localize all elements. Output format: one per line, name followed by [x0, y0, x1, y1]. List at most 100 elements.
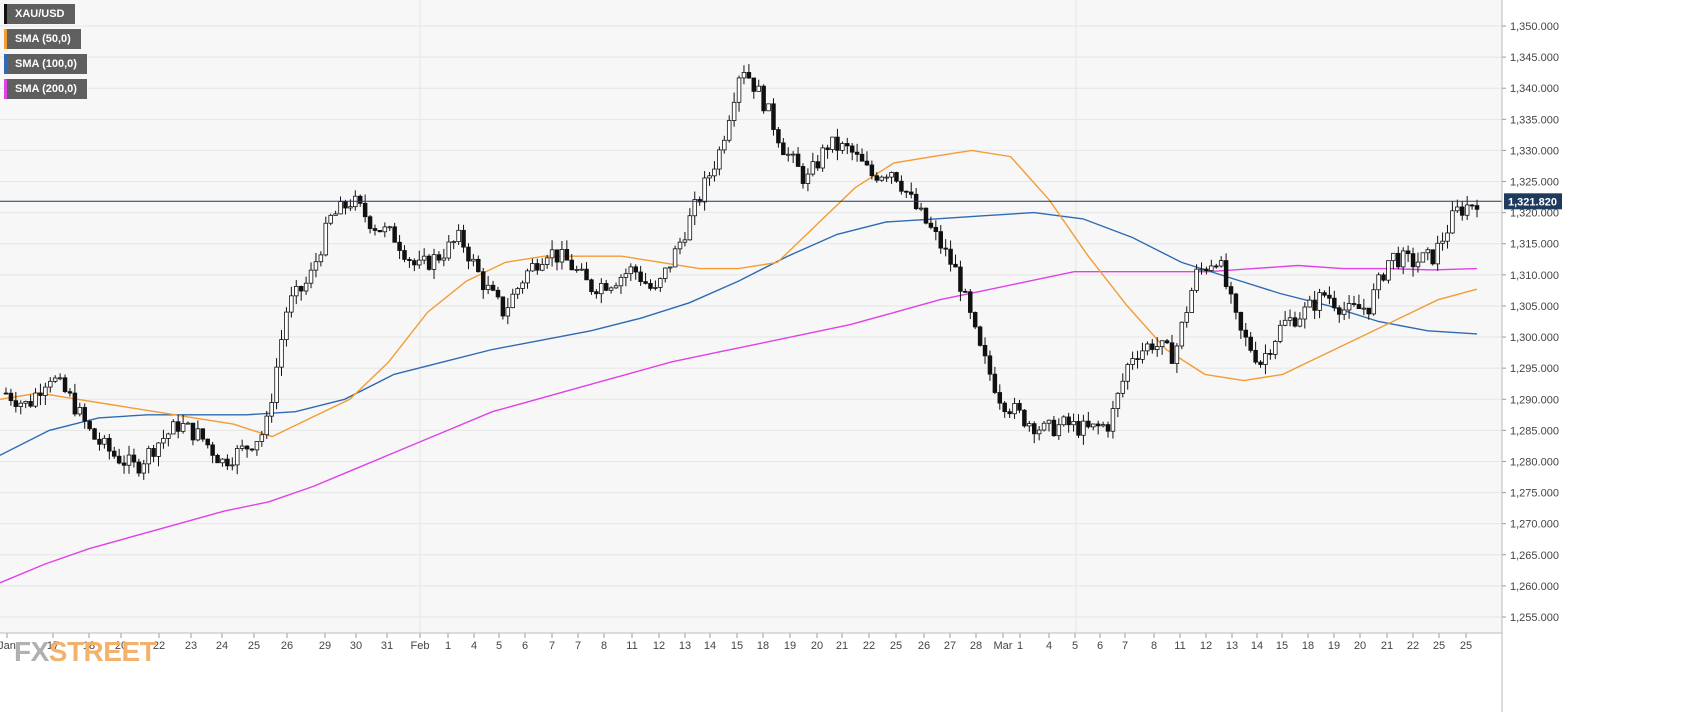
candle-bear — [603, 283, 609, 291]
candle-bull — [1110, 408, 1116, 432]
candle-bear — [948, 248, 953, 265]
x-tick-label: 20 — [115, 640, 127, 652]
legend-item-sma50[interactable]: SMA (50,0) — [4, 29, 81, 49]
legend-label: SMA (50,0) — [15, 33, 71, 45]
x-tick-label: 25 — [1433, 640, 1445, 652]
candle-bear — [495, 289, 501, 298]
candle-bull — [1125, 364, 1130, 382]
x-tick-label: 12 — [1200, 640, 1212, 652]
candle-bear — [372, 228, 378, 231]
candle-bull — [540, 264, 545, 271]
candle-bear — [564, 249, 570, 261]
candle-bull — [387, 226, 392, 229]
candle-bear — [864, 160, 870, 166]
candle-bear — [1474, 205, 1480, 210]
candle-bear — [697, 199, 702, 203]
candle-bear — [461, 229, 466, 248]
candle-bull — [52, 377, 58, 382]
candle-bull — [77, 407, 83, 415]
candle-bear — [392, 226, 397, 243]
candle-bull — [254, 441, 260, 451]
candle-bull — [1218, 260, 1224, 267]
x-tick-label: Mar — [994, 640, 1013, 652]
x-tick-label: 28 — [970, 640, 982, 652]
x-tick-label: 20 — [811, 640, 823, 652]
candle-bull — [1346, 303, 1352, 311]
candle-bear — [190, 422, 196, 441]
candle-bear — [97, 438, 102, 445]
candle-bull — [1036, 429, 1042, 435]
x-tick-label: 26 — [281, 640, 293, 652]
candle-bear — [210, 444, 215, 456]
candle-bear — [1238, 311, 1244, 331]
candle-bull — [1130, 358, 1135, 365]
candle-bull — [1376, 274, 1381, 291]
candle-bear — [490, 284, 496, 291]
x-tick-label: Feb — [411, 640, 430, 652]
candle-bull — [421, 255, 427, 261]
candle-bull — [485, 284, 491, 291]
candle-bull — [766, 103, 771, 112]
legend-item-sma200[interactable]: SMA (200,0) — [4, 79, 87, 99]
y-tick-label: 1,270.000 — [1510, 519, 1559, 531]
legend-item-xauusd[interactable]: XAU/USD — [4, 4, 75, 24]
candle-bull — [1081, 420, 1086, 436]
candle-bull — [687, 215, 693, 241]
candle-bear — [426, 255, 432, 270]
candle-bear — [795, 153, 801, 167]
candle-bull — [230, 464, 235, 467]
candle-bull — [234, 448, 240, 466]
fxstreet-logo: FXSTREET — [14, 638, 157, 666]
candle-bear — [943, 247, 948, 250]
candle-bear — [249, 448, 255, 451]
legend-item-sma100[interactable]: SMA (100,0) — [4, 54, 87, 74]
candle-bull — [1455, 206, 1460, 212]
candle-bull — [879, 176, 884, 181]
candle-bear — [1017, 402, 1022, 411]
candle-bear — [594, 291, 599, 295]
candle-bear — [1051, 419, 1057, 437]
x-tick-label: 21 — [836, 640, 848, 652]
candle-bull — [1194, 268, 1199, 291]
legend-label: SMA (200,0) — [15, 83, 77, 95]
candle-bear — [968, 291, 973, 313]
last-price-line: 1,321.820 — [0, 193, 1562, 210]
candle-bear — [1253, 349, 1258, 363]
candle-bear — [928, 222, 934, 228]
candle-bull — [308, 269, 314, 284]
candle-bear — [648, 283, 653, 289]
y-tick-label: 1,340.000 — [1510, 83, 1559, 95]
candle-bull — [677, 241, 683, 250]
candle-bear — [923, 207, 929, 224]
candle-bull — [141, 463, 146, 474]
candle-bull — [1341, 309, 1347, 315]
candle-bull — [618, 276, 624, 287]
candle-bull — [525, 270, 530, 284]
candle-bull — [43, 386, 48, 396]
x-tick-label: 27 — [944, 640, 956, 652]
candle-bear — [1243, 329, 1249, 338]
candle-bull — [1302, 306, 1308, 320]
candle-bull — [1263, 353, 1268, 365]
x-tick-label: 4 — [471, 640, 477, 652]
candle-bear — [1322, 292, 1327, 296]
candle-bear — [963, 290, 968, 293]
candle-bear — [1135, 358, 1140, 360]
candle-bear — [535, 263, 540, 271]
candle-bull — [1435, 242, 1440, 265]
x-tick-label: 12 — [653, 640, 665, 652]
candle-bull — [451, 241, 456, 244]
candle-bull — [456, 229, 461, 243]
candle-bull — [889, 172, 894, 178]
candle-bull — [731, 101, 737, 121]
candle-bull — [672, 248, 678, 268]
candle-bear — [111, 450, 117, 457]
candle-bull — [348, 206, 353, 209]
candle-bull — [471, 258, 476, 262]
candle-bull — [1061, 416, 1066, 426]
candle-bull — [790, 153, 796, 156]
candle-bear — [298, 286, 304, 292]
candle-bull — [712, 168, 717, 177]
candle-bear — [466, 246, 471, 262]
candle-bull — [722, 139, 727, 151]
